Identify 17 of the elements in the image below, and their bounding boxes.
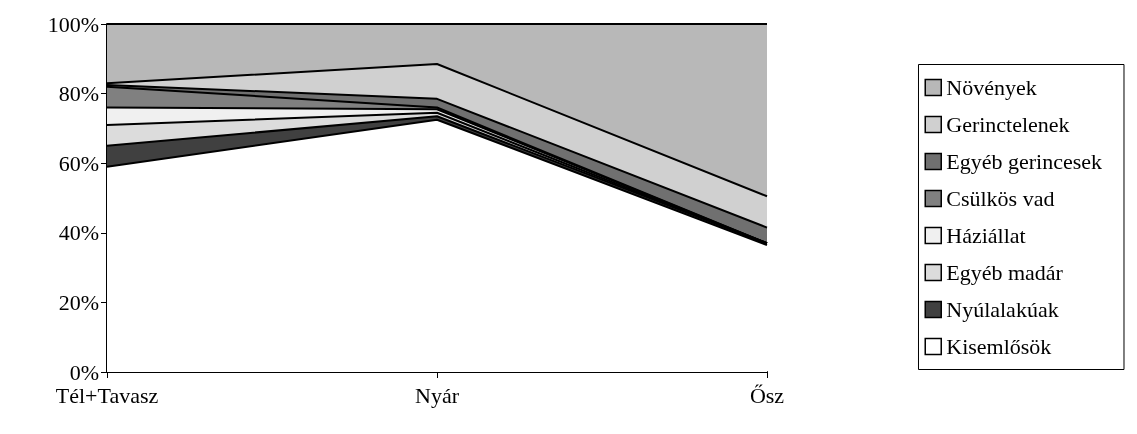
x-tick-label: Ősz <box>749 382 785 408</box>
legend-label: Háziállat <box>946 223 1026 248</box>
x-tick-label: Nyár <box>415 382 460 408</box>
y-tick-label: 0% <box>69 359 99 385</box>
legend-label: Egyéb madár <box>946 260 1064 285</box>
y-tick-label: 40% <box>58 220 99 246</box>
legend-label: Kisemlősök <box>946 334 1052 359</box>
legend-label: Csülkös vad <box>946 186 1055 211</box>
y-tick-label: 60% <box>58 150 99 176</box>
y-tick-label: 80% <box>58 81 99 107</box>
y-tick-label: 20% <box>58 289 99 315</box>
legend-label: Nyúlalakúak <box>946 297 1059 322</box>
y-tick-label: 100% <box>47 11 99 37</box>
legend-label: Egyéb gerincesek <box>946 149 1102 174</box>
legend-label: Növények <box>946 75 1037 100</box>
legend-label: Gerinctelenek <box>946 112 1070 137</box>
x-tick-label: Tél+Tavasz <box>55 382 159 408</box>
